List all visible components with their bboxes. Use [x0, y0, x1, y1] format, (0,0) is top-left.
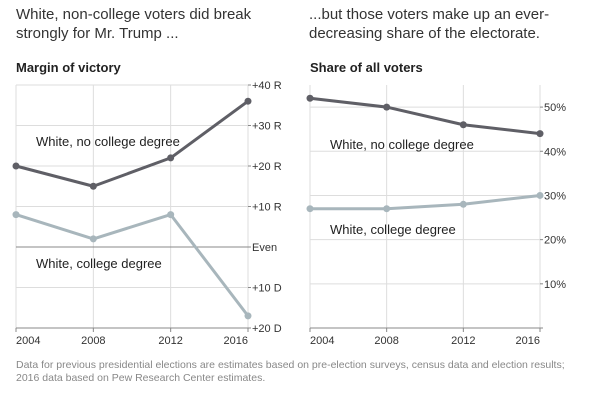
x-tick-label: 2016	[224, 335, 248, 347]
source-note: Data for previous presidential elections…	[16, 359, 565, 384]
data-point	[244, 97, 252, 105]
series-label: White, no college degree	[330, 137, 474, 152]
x-tick-label: 2004	[16, 335, 40, 347]
data-point	[536, 130, 544, 138]
y-tick-label: 50%	[544, 102, 566, 114]
y-tick-label: +20 R	[252, 161, 282, 173]
data-point	[306, 205, 314, 213]
y-tick-label: +20 D	[252, 323, 282, 335]
data-point	[383, 103, 391, 111]
x-tick-label: 2016	[516, 335, 540, 347]
data-point	[167, 154, 175, 162]
data-point	[536, 191, 544, 199]
series-label: White, college degree	[36, 256, 162, 271]
y-tick-label: 40%	[544, 146, 566, 158]
x-tick-label: 2012	[158, 335, 182, 347]
left-chart-title: Margin of victory	[16, 60, 121, 75]
series-label: White, college degree	[330, 222, 456, 237]
data-point	[383, 205, 391, 213]
data-point	[167, 211, 175, 219]
data-point	[244, 312, 252, 320]
y-tick-label: +40 R	[252, 80, 282, 92]
data-point	[459, 121, 467, 129]
x-tick-label: 2012	[451, 335, 475, 347]
right-chart-title: Share of all voters	[310, 60, 423, 75]
data-point	[12, 211, 20, 219]
series-line	[15, 99, 249, 188]
y-tick-label: 20%	[544, 235, 566, 247]
y-tick-label: +10 R	[252, 202, 282, 214]
data-point	[459, 200, 467, 208]
data-point	[12, 162, 20, 170]
series-line	[309, 96, 541, 136]
x-tick-label: 2008	[374, 335, 398, 347]
data-point	[89, 235, 97, 243]
right-headline: ...but those voters make up an ever-decr…	[309, 6, 550, 42]
series-label: White, no college degree	[36, 134, 180, 149]
y-tick-label: 30%	[544, 190, 566, 202]
x-tick-label: 2008	[81, 335, 105, 347]
x-tick-label: 2004	[310, 335, 334, 347]
series-line	[15, 213, 250, 317]
y-tick-label: Even	[252, 242, 277, 254]
y-tick-label: +30 R	[252, 121, 282, 133]
data-point	[306, 94, 314, 102]
y-tick-label: +10 D	[252, 283, 282, 295]
y-tick-label: 10%	[544, 279, 566, 291]
data-point	[89, 182, 97, 190]
series-line	[310, 193, 541, 211]
left-headline: White, non-college voters did break stro…	[16, 6, 252, 42]
